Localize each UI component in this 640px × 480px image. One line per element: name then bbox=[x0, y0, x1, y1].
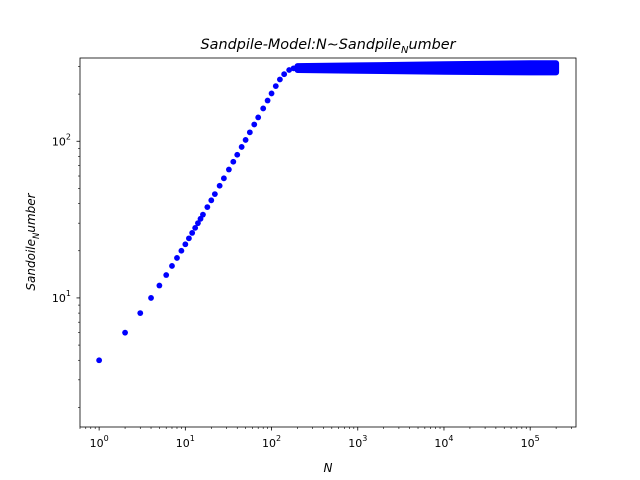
data-point bbox=[370, 64, 376, 71]
x-tick-label: 104 bbox=[434, 434, 453, 450]
x-axis-ticks: 100 101 102 103 104 105 bbox=[79, 427, 572, 450]
data-point bbox=[220, 175, 227, 182]
data-point bbox=[96, 357, 103, 364]
data-point bbox=[208, 197, 215, 204]
data-point bbox=[148, 295, 154, 301]
y-axis-label-subscript: N bbox=[32, 232, 42, 239]
scatter-points bbox=[96, 64, 560, 364]
data-point bbox=[527, 64, 534, 71]
data-point bbox=[186, 235, 192, 242]
x-tick-label: 100 bbox=[90, 434, 109, 450]
data-point bbox=[302, 64, 309, 71]
chart-title-subscript: N bbox=[401, 45, 409, 56]
data-point bbox=[260, 105, 267, 112]
y-axis-ticks: 101 102 bbox=[52, 66, 80, 408]
data-point bbox=[294, 64, 301, 71]
x-tick-label: 101 bbox=[176, 434, 195, 450]
data-point bbox=[122, 329, 128, 336]
data-point bbox=[234, 151, 241, 158]
data-point bbox=[427, 64, 434, 71]
data-point bbox=[137, 310, 144, 317]
data-point bbox=[328, 65, 335, 72]
y-tick-label: 102 bbox=[52, 132, 71, 148]
data-point bbox=[415, 64, 421, 71]
data-point bbox=[163, 272, 170, 278]
data-point bbox=[255, 114, 262, 121]
data-point bbox=[277, 76, 283, 83]
x-axis-label: N bbox=[324, 461, 333, 475]
data-point bbox=[225, 166, 232, 173]
data-point bbox=[354, 64, 361, 71]
data-point bbox=[238, 144, 245, 150]
data-point bbox=[204, 204, 211, 210]
data-point bbox=[281, 71, 288, 78]
data-point bbox=[169, 263, 175, 269]
x-tick-label: 102 bbox=[262, 434, 281, 450]
data-point bbox=[542, 64, 549, 71]
data-point bbox=[195, 220, 201, 227]
data-point bbox=[200, 211, 206, 218]
data-point bbox=[230, 158, 237, 165]
data-point bbox=[182, 241, 189, 248]
data-point bbox=[286, 67, 293, 73]
x-tick-label: 103 bbox=[348, 434, 367, 450]
data-point bbox=[216, 182, 223, 189]
data-point bbox=[482, 64, 488, 71]
data-point bbox=[320, 64, 327, 71]
x-tick-label: 105 bbox=[521, 434, 540, 450]
data-point bbox=[242, 137, 249, 143]
data-point bbox=[174, 255, 180, 261]
chart-title: Sandpile-Model:N∼SandpileNumber bbox=[201, 37, 457, 56]
data-point bbox=[156, 282, 163, 289]
data-point bbox=[189, 230, 196, 236]
data-point bbox=[501, 64, 508, 71]
data-point bbox=[513, 64, 520, 71]
data-point bbox=[178, 247, 185, 254]
scatter-band bbox=[294, 60, 560, 76]
data-point bbox=[380, 65, 387, 72]
data-point bbox=[395, 64, 402, 71]
data-point bbox=[341, 64, 348, 71]
plot-area bbox=[80, 58, 576, 427]
data-point bbox=[441, 64, 447, 71]
data-point bbox=[553, 64, 560, 71]
data-point bbox=[264, 97, 271, 104]
data-point bbox=[246, 129, 253, 136]
data-point bbox=[211, 191, 218, 198]
data-point bbox=[456, 64, 463, 71]
data-point bbox=[268, 90, 275, 97]
plot-frame bbox=[79, 57, 577, 428]
data-point bbox=[272, 83, 279, 89]
data-point bbox=[192, 224, 199, 231]
y-tick-label: 101 bbox=[52, 289, 71, 305]
data-point bbox=[467, 64, 473, 71]
data-point bbox=[251, 121, 258, 128]
y-axis-label: SandoileNumber bbox=[24, 192, 42, 290]
scatter-band-area bbox=[294, 60, 560, 76]
data-point bbox=[309, 64, 316, 71]
